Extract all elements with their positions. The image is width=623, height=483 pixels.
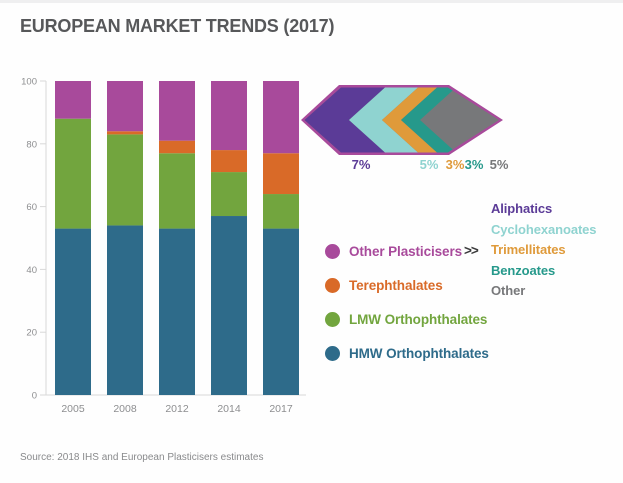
- bar-segment-2017: [263, 153, 299, 195]
- axis-tick-label: 20: [26, 328, 37, 339]
- breakdown-list-item: Trimellitates: [491, 242, 566, 257]
- axis-tick-label: 2014: [217, 403, 241, 415]
- legend-more-glyph: >>: [464, 243, 479, 258]
- legend-item-label: LMW Orthophthalates: [349, 312, 488, 328]
- legend-dot-icon: [325, 312, 340, 328]
- breakdown-pct-label: 5%: [489, 157, 509, 172]
- bar-segment-2012: [159, 140, 195, 154]
- breakdown-pct-label: 3%: [445, 157, 465, 172]
- bar-segment-2014: [211, 81, 247, 151]
- legend-dot-icon: [325, 278, 340, 294]
- legend-item: Other Plasticisers: [325, 243, 463, 260]
- source-note: Source: 2018 IHS and European Plasticise…: [20, 452, 264, 463]
- bar-segment-2008: [107, 131, 143, 135]
- axis-tick-label: 0: [32, 391, 37, 402]
- bar-segment-2014: [211, 150, 247, 173]
- bar-chart: 0 20 40 60 80 100 2005 2008 2012 2014 2017: [21, 77, 306, 415]
- bar-segment-2008: [107, 134, 143, 226]
- breakdown-list-item: Cyclohexanoates: [491, 221, 597, 237]
- legend-item: LMW Orthophthalates: [325, 311, 488, 328]
- bar-segment-2008: [107, 81, 143, 132]
- bar-segment-2017: [263, 81, 299, 154]
- legend-dot-icon: [325, 346, 340, 362]
- axis-tick-label: 2012: [165, 403, 189, 415]
- page-title: EUROPEAN MARKET TRENDS (2017): [20, 16, 335, 36]
- bar-segment-2014: [211, 216, 247, 395]
- legend-dot-icon: [325, 244, 340, 260]
- breakdown-chevron-trimellitates: [382, 87, 437, 153]
- axis-tick-label: 2008: [113, 403, 137, 415]
- axis-tick-label: 2017: [269, 403, 293, 415]
- axis-tick-label: 100: [21, 77, 37, 88]
- breakdown-pct-label: 5%: [419, 157, 439, 172]
- breakdown-list-item: Benzoates: [491, 262, 556, 278]
- breakdown-list: Aliphatics Cyclohexanoates Trimellitates Be…: [491, 199, 597, 302]
- breakdown-pct-row: 7% 5% 3% 3% 5%: [301, 157, 509, 175]
- bar-segment-2008: [107, 225, 143, 395]
- legend-item: Terephthalates: [325, 277, 443, 294]
- bar-segment-2017: [263, 194, 299, 229]
- breakdown-list-item: Aliphatics: [491, 201, 553, 216]
- legend-item-label: Terephthalates: [349, 278, 443, 294]
- axis-tick-label: 2005: [61, 403, 85, 415]
- breakdown-chevron-aliphatics: [304, 87, 385, 153]
- axis-tick-label: 60: [26, 202, 37, 213]
- breakdown-pct-label: 3%: [464, 157, 484, 172]
- bar-segment-2012: [159, 153, 195, 229]
- bar-segment-2014: [211, 172, 247, 217]
- breakdown-arrow: [301, 85, 503, 155]
- breakdown-list-item: Other: [491, 283, 526, 298]
- breakdown-pct-label: 7%: [351, 157, 371, 172]
- bar-segment-2005: [55, 81, 91, 119]
- bar-segment-2005: [55, 118, 91, 229]
- axis-tick-label: 80: [26, 139, 37, 150]
- legend-item: HMW Orthophthalates: [325, 345, 489, 362]
- bar-segment-2012: [159, 228, 195, 395]
- bar-segment-2005: [55, 228, 91, 395]
- bar-segment-2012: [159, 81, 195, 141]
- breakdown-chevron-cyclohexanoates: [349, 87, 418, 153]
- axis-tick-label: 40: [26, 265, 37, 276]
- bar-segment-2017: [263, 228, 299, 395]
- legend-item-label: Other Plasticisers: [349, 244, 463, 260]
- legend-item-label: HMW Orthophthalates: [349, 346, 489, 362]
- breakdown-chevron-benzoates: [401, 87, 456, 153]
